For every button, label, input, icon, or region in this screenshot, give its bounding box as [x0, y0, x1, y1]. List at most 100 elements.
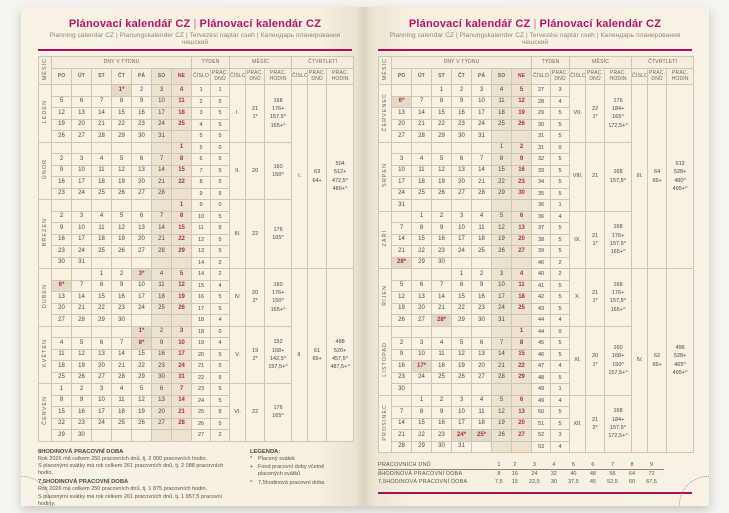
day-cell: 14: [170, 394, 193, 407]
day-cell: [151, 141, 172, 154]
week-number-cell: 27: [191, 429, 212, 442]
note-line: Rok 2026 má celkem 250 pracovních dnů, t…: [38, 455, 208, 462]
day-cell: 3: [451, 394, 472, 407]
quarter-workdays-cell: 61 65+: [307, 268, 328, 442]
day-cell: 21: [471, 176, 492, 189]
week-number-cell: 29: [531, 107, 552, 120]
day-cell: 5: [510, 84, 533, 97]
week-number-cell: 21: [191, 360, 212, 373]
header-tyden: TÝDEN: [531, 56, 571, 69]
day-cell: 27: [51, 314, 72, 327]
header-day-1: PO: [391, 68, 412, 85]
week-row: ČERVEN 1 2 3 4 5 6 7 23 5 VI. 22 176 165^: [38, 383, 354, 442]
mini-value-cell: 37,5: [568, 479, 579, 485]
week-row: ÚNOR 1 5 0 II. 20 160 150^: [38, 141, 354, 200]
week-row: 9 10 11 12 13 14 15 7 5: [39, 164, 354, 177]
day-cell: 20: [131, 233, 152, 246]
week-row: 12 13 14 15 16 17 18 42 5: [379, 291, 694, 304]
week-number-cell: 44: [531, 325, 552, 338]
day-cell: 23: [131, 118, 152, 131]
day-cell: 8: [91, 279, 112, 292]
day-cell: [111, 429, 132, 442]
month-workdays-cell: 21 1*: [585, 268, 606, 327]
page-subtitle: Planning calendar CZ | Planungskalender …: [49, 32, 341, 46]
week-row: 30 31 14 2: [39, 256, 354, 269]
legend-title: LEGENDA:: [250, 448, 281, 455]
day-cell: [170, 187, 193, 200]
month-name-cell: DUBEN: [38, 268, 52, 327]
legend-symbol-caret: ^: [250, 479, 253, 486]
day-cell: 27: [131, 187, 152, 200]
header-day-4: ČT: [111, 68, 132, 85]
day-cell: 4: [91, 153, 112, 166]
day-cell: [471, 325, 492, 338]
mini-value-cell: 5: [561, 461, 586, 470]
header-quarter-prac-dnu: PRAC. DNŮ: [647, 68, 668, 85]
week-number-cell: 19: [191, 337, 212, 350]
day-cell: [170, 130, 193, 143]
week-row: BŘEZEN 1 9 0 III. 22 176 165^: [38, 199, 354, 269]
day-cell: 4: [491, 84, 512, 97]
week-workdays-cell: 5: [550, 245, 571, 258]
day-cell: 18: [91, 233, 112, 246]
month-numeral-cell: XI.: [569, 325, 587, 396]
day-cell: 28: [151, 187, 172, 200]
day-cell: 26: [111, 245, 132, 258]
day-cell: 29: [411, 256, 432, 269]
day-cell: 23: [151, 360, 172, 373]
day-cell: 9: [131, 95, 152, 108]
day-cell: 20: [471, 360, 492, 373]
header-day-3: ST: [431, 68, 452, 85]
week-row: 14 15 16 17 18 19 20 51 5: [379, 417, 694, 430]
day-cell: 13: [131, 164, 152, 177]
day-cell: 20: [151, 406, 172, 419]
day-cell: 28: [391, 440, 412, 453]
month-numeral-cell: II.: [229, 141, 247, 200]
day-cell: 27: [391, 130, 412, 143]
day-cell: 8: [111, 95, 132, 108]
week-row: KVĚTEN 1* 2 3 18 0 V. 19 2* 152 168+ 142,5^ 157,5+^: [38, 325, 354, 384]
planner-book: Plánovací kalendář CZ | Plánovací kalendár…: [21, 7, 709, 506]
week-number-cell: 12: [191, 233, 212, 246]
title-separator: |: [533, 18, 537, 30]
week-row: 3 4 5 6 7 8 9 32 5: [379, 153, 694, 166]
day-cell: 7: [471, 153, 492, 166]
week-number-cell: 52: [531, 429, 552, 442]
mini-value-cell: 30: [550, 479, 557, 485]
month-hours-cell: 152 168+ 142,5^ 157,5+^: [264, 325, 293, 384]
day-cell: 23: [51, 187, 72, 200]
month-numeral-cell: IX.: [569, 210, 587, 269]
day-cell: 7: [170, 383, 193, 396]
day-cell: 16: [51, 233, 72, 246]
header-day-2: ÚT: [71, 68, 92, 85]
day-cell: [431, 141, 452, 154]
day-cell: 16: [131, 107, 152, 120]
week-workdays-cell: 5: [210, 118, 231, 131]
day-cell: 24: [71, 187, 92, 200]
week-number-cell: 36: [531, 199, 552, 212]
day-cell: [510, 383, 533, 396]
week-number-cell: 35: [531, 187, 552, 200]
mini-value-cell: 67,5: [646, 479, 657, 485]
day-cell: 24: [91, 417, 112, 430]
month-workdays-cell: 19 2*: [245, 325, 266, 384]
week-workdays-cell: 5: [550, 348, 571, 361]
legend-text: 7,5hodinová pracovní doba: [258, 479, 325, 486]
day-cell: 26: [71, 371, 92, 384]
week-number-cell: 31: [531, 141, 552, 154]
mini-value-cell: 6: [585, 461, 601, 470]
day-cell: 2: [431, 394, 452, 407]
week-number-cell: 18: [191, 325, 212, 338]
day-cell: 27: [91, 371, 112, 384]
day-cell: [131, 256, 152, 269]
day-cell: 24: [170, 360, 193, 373]
mini-value-cell: 3: [521, 461, 547, 470]
month-name-cell: SRPEN: [378, 141, 392, 212]
quarter-numeral-cell: III.: [631, 84, 649, 269]
day-cell: [391, 210, 412, 223]
week-number-cell: 42: [531, 291, 552, 304]
month-name-label: KVĚTEN: [41, 339, 48, 368]
month-name-label: LISTOPAD: [381, 341, 388, 377]
week-number-cell: 23: [191, 383, 212, 396]
day-cell: 25: [170, 118, 193, 131]
